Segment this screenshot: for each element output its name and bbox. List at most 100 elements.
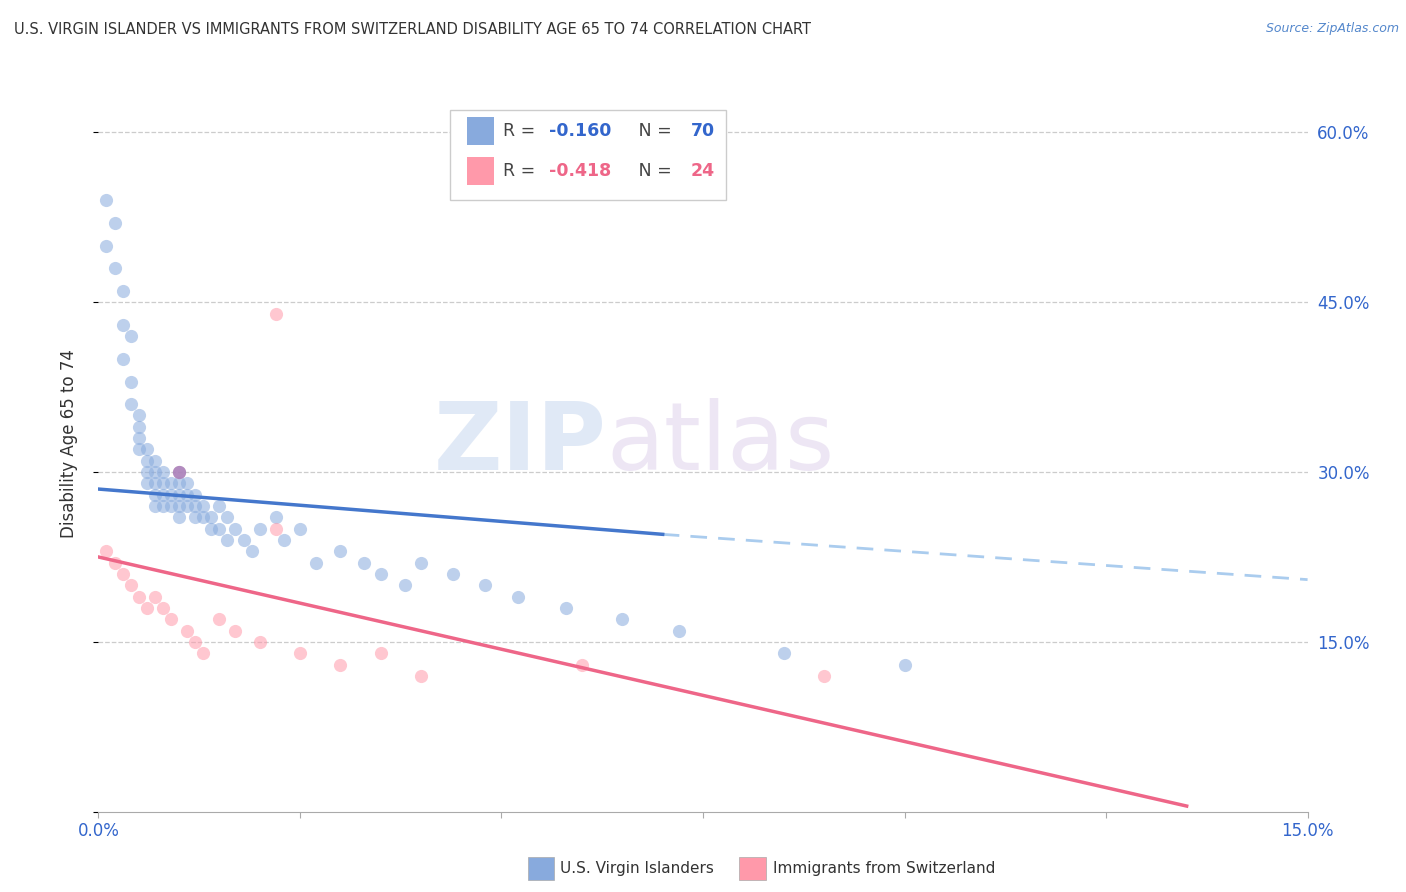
Point	[103, 261, 125, 276]
Point	[120, 375, 142, 389]
Point	[128, 419, 150, 434]
Point	[184, 488, 207, 502]
Point	[167, 465, 190, 479]
Text: U.S. Virgin Islanders: U.S. Virgin Islanders	[561, 861, 714, 876]
Point	[143, 590, 166, 604]
Point	[305, 556, 328, 570]
Point	[143, 454, 166, 468]
Point	[167, 488, 190, 502]
Point	[160, 488, 183, 502]
Point	[96, 544, 118, 558]
Point	[167, 465, 190, 479]
Y-axis label: Disability Age 65 to 74: Disability Age 65 to 74	[59, 350, 77, 538]
Point	[184, 510, 207, 524]
Point	[167, 476, 190, 491]
FancyBboxPatch shape	[740, 856, 766, 880]
Point	[409, 669, 432, 683]
Point	[152, 465, 174, 479]
Point	[264, 510, 287, 524]
Point	[571, 657, 593, 672]
Text: -0.418: -0.418	[550, 161, 612, 179]
Text: ZIP: ZIP	[433, 398, 606, 490]
Text: Source: ZipAtlas.com: Source: ZipAtlas.com	[1265, 22, 1399, 36]
Text: R =: R =	[503, 161, 541, 179]
Point	[128, 409, 150, 423]
Point	[152, 601, 174, 615]
Point	[135, 601, 157, 615]
Point	[329, 544, 352, 558]
Point	[288, 522, 311, 536]
Point	[893, 657, 915, 672]
Point	[208, 612, 231, 626]
Text: N =: N =	[621, 122, 678, 140]
Point	[143, 488, 166, 502]
Point	[184, 499, 207, 513]
Text: atlas: atlas	[606, 398, 835, 490]
Point	[135, 476, 157, 491]
Point	[152, 476, 174, 491]
Point	[128, 590, 150, 604]
FancyBboxPatch shape	[467, 157, 494, 185]
Point	[772, 646, 794, 660]
Point	[409, 556, 432, 570]
Text: U.S. VIRGIN ISLANDER VS IMMIGRANTS FROM SWITZERLAND DISABILITY AGE 65 TO 74 CORR: U.S. VIRGIN ISLANDER VS IMMIGRANTS FROM …	[14, 22, 811, 37]
Point	[474, 578, 496, 592]
Point	[103, 556, 125, 570]
Point	[288, 646, 311, 660]
Text: -0.160: -0.160	[550, 122, 612, 140]
Point	[111, 284, 134, 298]
Point	[612, 612, 634, 626]
Point	[111, 566, 134, 581]
Point	[264, 307, 287, 321]
Point	[208, 499, 231, 513]
Point	[217, 510, 239, 524]
Point	[370, 646, 392, 660]
Text: 24: 24	[690, 161, 716, 179]
Point	[813, 669, 835, 683]
Point	[249, 522, 271, 536]
Text: Immigrants from Switzerland: Immigrants from Switzerland	[773, 861, 995, 876]
Point	[128, 431, 150, 445]
Point	[120, 578, 142, 592]
Point	[152, 499, 174, 513]
Point	[240, 544, 263, 558]
FancyBboxPatch shape	[450, 110, 725, 200]
Point	[160, 612, 183, 626]
Point	[143, 465, 166, 479]
Point	[176, 476, 198, 491]
Point	[160, 499, 183, 513]
Point	[370, 566, 392, 581]
Point	[128, 442, 150, 457]
Text: N =: N =	[621, 161, 678, 179]
Point	[193, 510, 215, 524]
Point	[200, 510, 222, 524]
Point	[167, 499, 190, 513]
FancyBboxPatch shape	[527, 856, 554, 880]
Point	[329, 657, 352, 672]
Point	[143, 476, 166, 491]
Point	[224, 522, 246, 536]
Point	[232, 533, 254, 547]
Point	[143, 499, 166, 513]
Point	[264, 522, 287, 536]
Point	[167, 465, 190, 479]
Point	[184, 635, 207, 649]
Point	[167, 510, 190, 524]
Point	[96, 238, 118, 252]
Point	[193, 499, 215, 513]
Point	[273, 533, 295, 547]
Point	[160, 476, 183, 491]
Point	[353, 556, 375, 570]
Point	[176, 499, 198, 513]
Point	[135, 454, 157, 468]
Text: R =: R =	[503, 122, 541, 140]
Point	[441, 566, 464, 581]
Point	[555, 601, 578, 615]
Point	[96, 194, 118, 208]
Point	[120, 329, 142, 343]
Point	[208, 522, 231, 536]
Point	[111, 351, 134, 366]
Point	[506, 590, 529, 604]
Point	[176, 488, 198, 502]
Point	[200, 522, 222, 536]
